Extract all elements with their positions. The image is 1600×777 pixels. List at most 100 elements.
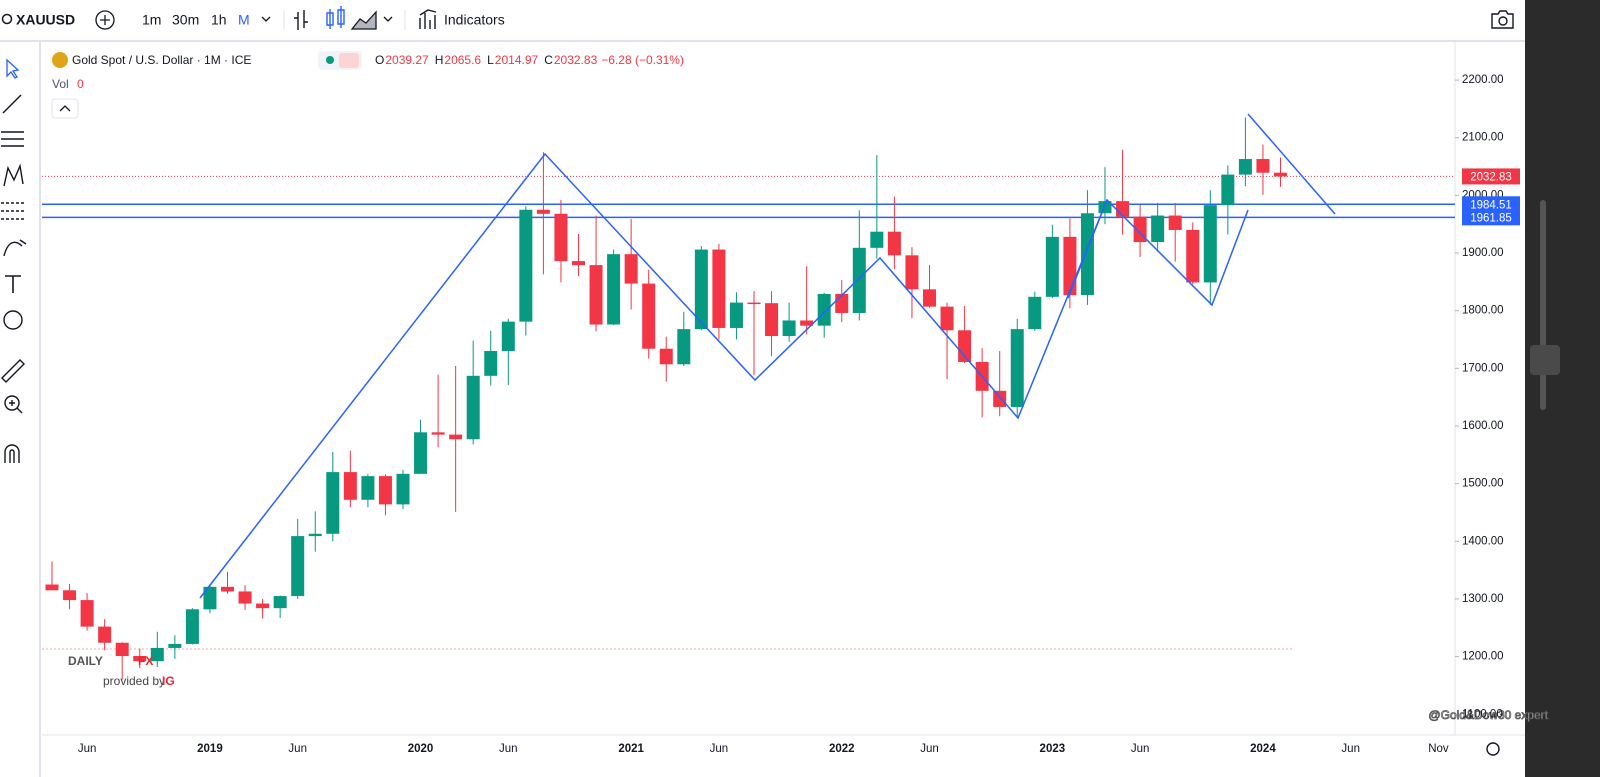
scrollbar [1540,200,1546,410]
x-tick-label: 2019 [197,743,223,755]
interval-active[interactable]: M [238,12,250,28]
text-tool[interactable] [5,275,21,293]
chevron [59,105,71,112]
candle-body [554,213,568,262]
ruler-tool[interactable] [1,359,25,383]
candle-body [1238,159,1252,175]
indicators-button[interactable]: Indicators [444,12,505,28]
dropdown[interactable] [383,16,393,22]
candle-body [501,321,515,352]
candle-body [308,533,322,537]
ohlc-legend: O 2039.27 H 2065.6 L 2014.97 C 2032.83 −6.28 (−0… [375,53,684,67]
x-tick-label: Jun [710,743,729,755]
last-price-label-bg [1462,168,1520,185]
projection-tool[interactable] [1,202,24,220]
candle-body [677,329,691,365]
interval[interactable]: 1h [211,12,227,28]
collapse-button[interactable] [51,98,79,119]
y-tick-label: 1100.00 [1462,708,1503,720]
market-status [326,56,334,64]
fib-tool[interactable] [1,131,24,147]
x-tick-label: Jun [499,743,518,755]
candle-body [168,643,182,648]
plus-icon [100,15,110,25]
candle-body [414,432,428,474]
candle-body [63,590,77,601]
side-panel [1525,0,1600,777]
plot [42,79,1459,715]
x-tick-label: Nov [1428,743,1449,755]
candle-body [203,586,217,610]
candle-body [326,472,340,534]
emoji-tool[interactable] [3,310,23,330]
logo-fx: FX [138,654,153,668]
x-tick-label: 2021 [618,743,644,755]
candle-body [343,472,357,500]
magnet-tool[interactable] [4,444,20,463]
candle-body [1168,215,1182,230]
symbol[interactable]: XAUUSD [16,12,75,28]
y-tick-label: 1400.00 [1462,535,1504,547]
candle-body [694,249,708,330]
candle-body [396,473,410,505]
ohlc-value: 2039.27 [385,53,429,67]
add-symbol[interactable] [95,10,115,30]
last-price-label: 2032.83 [1470,171,1512,183]
candle-body [1151,215,1165,243]
x-tick-label: 2022 [829,743,855,755]
interval[interactable]: 30m [172,12,199,28]
candle-body [905,255,919,290]
candle-body [870,231,884,248]
level-label: 1961.85 [1470,212,1512,224]
candle-body [238,591,252,604]
candle-body [45,584,59,591]
candle-body [1098,201,1112,214]
candle-body [1274,172,1287,177]
screenshot-icon[interactable] [1491,10,1514,29]
candle-body [1045,236,1059,297]
symbol-logo [52,52,68,68]
y-tick-label: 1700.00 [1462,362,1504,374]
data-badge [339,53,359,68]
bars-icon[interactable] [294,10,308,30]
ohlc-value: 2014.97 [495,53,539,67]
candles-icon[interactable] [326,6,345,29]
candle-body [273,596,287,609]
level-label-bg [1462,196,1520,213]
candle-body [887,231,901,256]
candle-body [659,348,673,365]
zoom-tool[interactable] [4,395,20,411]
indicators-icon[interactable] [419,9,437,29]
search-icon[interactable] [1,13,13,25]
brush-tool[interactable] [3,239,27,257]
dropdown[interactable] [261,16,271,22]
candle-body [800,320,814,326]
candle-body [1028,296,1042,330]
logo-daily: DAILY [68,654,103,668]
candle-body [852,247,866,313]
area-icon[interactable] [350,10,377,30]
candle-body [519,209,533,322]
x-tick-label: Jun [288,743,307,755]
candle-body [378,476,392,505]
interval[interactable]: 1m [142,12,161,28]
logo-ig: IG [162,674,175,688]
y-tick-label: 1300.00 [1462,593,1504,605]
y-tick-label: 2200.00 [1462,74,1504,86]
candle-body [115,642,129,657]
candle-body [431,432,445,435]
trend-line-tool[interactable] [2,94,22,114]
candle-body [835,293,849,313]
pattern-tool[interactable] [3,163,24,187]
settings-icon[interactable] [1486,742,1500,756]
ohlc-value: 2065.6 [444,53,481,67]
candle-body [1063,236,1077,296]
cursor-tool[interactable] [6,58,20,79]
trend-drawing [1067,199,1108,299]
candle-body [133,656,147,662]
candle-body [449,434,463,440]
lens [1498,16,1508,26]
candle-body [589,265,603,325]
x-tick-label: Jun [1131,743,1150,755]
ohlc-key: H [435,53,444,67]
